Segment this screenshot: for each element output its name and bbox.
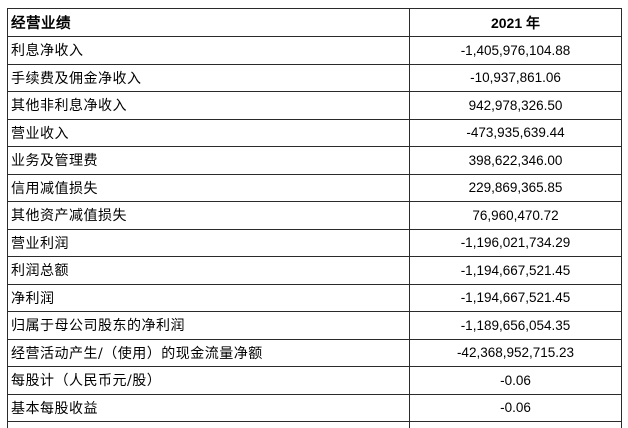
row-value: -1,194,667,521.45: [460, 262, 571, 278]
row-label: 其他非利息净收入: [8, 92, 410, 119]
table-row: 利润总额 -1,194,667,521.45: [8, 257, 621, 285]
table-row: 每股计（人民币元/股） -0.06: [8, 367, 621, 395]
row-value: -473,935,639.44: [466, 125, 565, 141]
table-row: 归属于母公司股东的净利润 -1,189,656,054.35: [8, 312, 621, 340]
row-label: 利润总额: [8, 257, 410, 284]
table-row: 手续费及佣金净收入 -10,937,861.06: [8, 64, 621, 92]
table-partial-value-cell: [410, 422, 621, 428]
row-value: -0.06: [500, 372, 531, 388]
row-label: 每股计（人民币元/股）: [8, 367, 410, 394]
table-header-row: 经营业绩 2021 年: [8, 9, 621, 37]
table-row: 营业利润 -1,196,021,734.29: [8, 229, 621, 257]
row-value: 398,622,346.00: [468, 152, 563, 168]
table-row: 信用减值损失 229,869,365.85: [8, 174, 621, 202]
row-value: -1,405,976,104.88: [460, 42, 571, 58]
row-label: 其他资产减值损失: [8, 202, 410, 229]
table-row: 营业收入 -473,935,639.44: [8, 119, 621, 147]
row-value: -1,189,656,054.35: [460, 317, 571, 333]
row-label: 利息净收入: [8, 37, 410, 64]
row-label: 信用减值损失: [8, 174, 410, 201]
table-partial-label-cell: [8, 422, 410, 428]
row-label: 营业利润: [8, 229, 410, 256]
row-value: -1,194,667,521.45: [460, 290, 571, 306]
table-row: 经营活动产生/（使用）的现金流量净额 -42,368,952,715.23: [8, 339, 621, 367]
row-value: 942,978,326.50: [468, 97, 563, 113]
row-value: 229,869,365.85: [468, 180, 563, 196]
row-label: 基本每股收益: [8, 394, 410, 421]
row-value: -1,196,021,734.29: [460, 235, 571, 251]
row-value: -10,937,861.06: [470, 70, 561, 86]
row-value: -42,368,952,715.23: [456, 345, 575, 361]
row-label: 归属于母公司股东的净利润: [8, 312, 410, 339]
row-value: -0.06: [500, 400, 531, 416]
table-row: 其他资产减值损失 76,960,470.72: [8, 202, 621, 230]
row-label: 净利润: [8, 284, 410, 311]
row-label: 营业收入: [8, 119, 410, 146]
table-row: 利息净收入 -1,405,976,104.88: [8, 37, 621, 65]
operating-performance-table: 经营业绩 2021 年 利息净收入 -1,405,976,104.88 手续费及…: [7, 8, 622, 428]
table-row: 基本每股收益 -0.06: [8, 394, 621, 422]
table-row: 业务及管理费 398,622,346.00: [8, 147, 621, 175]
table-body: 利息净收入 -1,405,976,104.88 手续费及佣金净收入 -10,93…: [8, 37, 621, 422]
row-label: 经营活动产生/（使用）的现金流量净额: [8, 339, 410, 366]
row-label: 业务及管理费: [8, 147, 410, 174]
table-row: 净利润 -1,194,667,521.45: [8, 284, 621, 312]
row-value: 76,960,470.72: [472, 207, 559, 223]
row-label: 手续费及佣金净收入: [8, 64, 410, 91]
table-header-metric: 经营业绩: [8, 9, 410, 36]
table-row: 其他非利息净收入 942,978,326.50: [8, 92, 621, 120]
table-partial-row: [8, 422, 621, 428]
table-header-year: 2021 年: [490, 14, 541, 31]
